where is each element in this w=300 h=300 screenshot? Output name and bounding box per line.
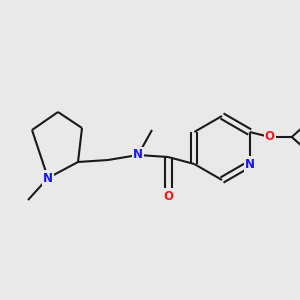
Text: N: N [43,172,53,184]
Text: N: N [245,158,255,170]
Text: O: O [163,190,173,202]
Text: N: N [133,148,143,161]
Text: O: O [265,130,275,143]
